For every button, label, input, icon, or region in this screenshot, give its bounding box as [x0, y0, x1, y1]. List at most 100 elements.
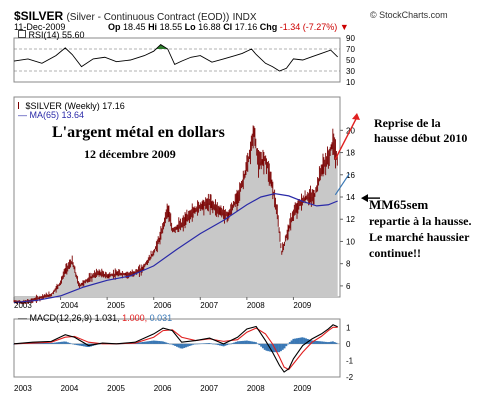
macd-histogram-bar: [296, 338, 299, 344]
macd-histogram-bar: [145, 341, 148, 344]
macd-histogram-bar: [150, 340, 153, 344]
rsi-legend-swatch-icon: [18, 30, 26, 38]
macd-year-tick-label: 2007: [200, 384, 218, 393]
macd-histogram-bar: [247, 340, 250, 344]
macd-histogram-bar: [267, 343, 270, 352]
macd-tick-label: 1: [346, 323, 351, 332]
price-bar-legend-icon: [18, 102, 23, 109]
macd-histogram-bar: [292, 338, 295, 344]
macd-histogram-bar: [81, 343, 84, 347]
macd-line: [13, 324, 338, 373]
macd-histogram-bar: [140, 342, 143, 344]
macd-histogram-bar: [278, 343, 281, 353]
macd-histogram-bar: [283, 343, 286, 349]
price-bars: [13, 125, 338, 305]
macd-histogram-bar: [188, 343, 191, 347]
ma-legend-text: MA(65) 13.64: [29, 110, 85, 120]
macd-histogram-bar: [303, 337, 306, 344]
macd-year-tick-label: 2004: [61, 384, 79, 393]
macd-histogram-bar: [79, 343, 82, 346]
macd-histogram-bar: [73, 343, 76, 345]
macd-histogram-bar: [13, 343, 15, 345]
macd-histogram-bar: [204, 343, 207, 344]
macd-panel-frame: [13, 318, 341, 378]
annotation-mm65-line-1: MM65sem: [369, 197, 429, 212]
macd-histogram-bar: [263, 343, 266, 350]
high-label: Hi: [148, 22, 158, 32]
annotation-mm65: MM65sem repartie à la hausse. Le marché …: [369, 197, 471, 261]
macd-histogram-bar: [186, 343, 189, 347]
macd-histogram-bar: [310, 340, 313, 344]
macd-histogram-bar: [285, 343, 288, 347]
macd-histogram-bar: [328, 342, 331, 344]
macd-year-tick-label: 2009: [293, 384, 311, 393]
year-tick-label: 2007: [200, 301, 218, 310]
macd-histogram-bar: [261, 343, 264, 349]
rsi-tick-label: 70: [346, 45, 355, 54]
change-down-icon: ▼: [339, 22, 349, 32]
macd-histogram-bar: [43, 343, 46, 344]
macd-histogram-bar: [335, 342, 338, 344]
macd-histogram-bar: [143, 341, 146, 344]
macd-histogram-bar: [218, 343, 221, 346]
macd-histogram-bar: [287, 343, 290, 345]
macd-histogram-bar: [290, 340, 293, 344]
macd-histogram-bar: [66, 342, 69, 344]
macd-histogram-bar: [213, 343, 216, 345]
macd-histogram-bar: [54, 342, 57, 344]
macd-histogram-bar: [281, 343, 284, 350]
macd-histogram-bar: [55, 342, 58, 344]
reprise-arrowhead-icon: [352, 113, 360, 120]
macd-histogram-bar: [322, 341, 325, 344]
annotation-reprise: Reprise de la hausse début 2010: [374, 116, 467, 146]
ticker-symbol: $SILVER: [14, 9, 64, 23]
macd-histogram-bar: [256, 343, 259, 344]
price-area-fill: [14, 130, 338, 303]
macd-histogram-bar: [312, 340, 315, 344]
macd-histogram-bar: [272, 343, 275, 353]
macd-histogram-bar: [57, 342, 60, 344]
macd-legend-name: MACD(12,26,9): [29, 313, 93, 323]
macd-histogram-bar: [172, 343, 175, 346]
rsi-tick-label: 90: [346, 34, 355, 43]
mm65-pointer-arrowhead-icon: [361, 194, 368, 203]
macd-histogram-bar: [258, 343, 261, 346]
macd-year-tick-label: 2005: [107, 384, 125, 393]
macd-histogram-bar: [64, 341, 67, 344]
signal-legend-value: 1.000,: [122, 313, 148, 323]
macd-histogram-bar: [195, 343, 198, 345]
macd-histogram-bar: [72, 343, 75, 345]
open-label: Op: [108, 22, 121, 32]
macd-histogram-bar: [156, 340, 159, 344]
macd-legend: — MACD(12,26,9) 1.031, 1.000, 0.031: [18, 313, 172, 323]
macd-histogram-bar: [270, 343, 273, 353]
macd-histogram-bar: [321, 341, 324, 344]
chart-header-ticker: $SILVER (Silver - Continuous Contract (E…: [14, 9, 257, 23]
macd-histogram-bar: [50, 342, 53, 344]
year-tick-label: 2003: [14, 301, 32, 310]
macd-histogram-bar: [77, 343, 80, 346]
macd-histogram-bar: [165, 342, 168, 344]
price-tick-label: 6: [346, 282, 351, 291]
rsi-tick-label: 30: [346, 67, 355, 76]
ohlc-readout: Op 18.45 Hi 18.55 Lo 16.88 Cl 17.16 Chg …: [108, 22, 349, 32]
ma-legend: — MA(65) 13.64: [18, 110, 84, 120]
macd-histogram-bar: [183, 343, 186, 348]
macd-histogram-bar: [297, 337, 300, 344]
macd-histogram-bar: [240, 341, 243, 344]
annotation-title: L'argent métal en dollars: [52, 124, 225, 141]
macd-histogram-bar: [331, 341, 334, 344]
macd-histogram-bar: [274, 343, 277, 353]
rsi-tick-label: 50: [346, 56, 355, 65]
annotation-subtitle: 12 décembre 2009: [84, 147, 176, 161]
macd-histogram-bar: [48, 343, 51, 344]
macd-histogram-bar: [63, 341, 66, 344]
macd-histogram-bar: [236, 341, 239, 344]
macd-histogram-bar: [326, 342, 329, 344]
macd-histogram-bar: [220, 343, 223, 346]
macd-histogram-bar: [301, 337, 304, 344]
ma65-line: [13, 193, 338, 304]
macd-histogram-bar: [251, 341, 254, 344]
macd-signal-line: [13, 326, 338, 371]
